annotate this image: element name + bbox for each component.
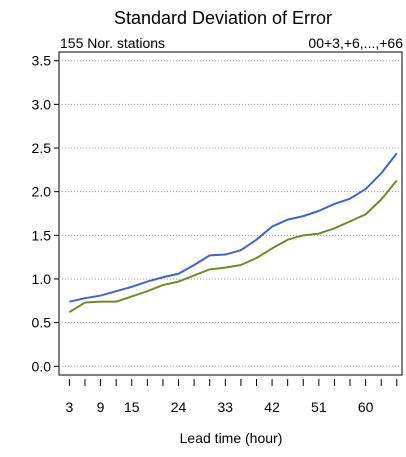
- y-tick-label: 3.0: [32, 96, 52, 112]
- y-tick-label: 3.5: [32, 53, 52, 69]
- x-tick-label: 42: [264, 399, 280, 415]
- y-tick-label: 0.5: [32, 315, 52, 331]
- grid-lines: [59, 60, 402, 367]
- y-tick-label: 0.0: [32, 358, 52, 374]
- x-axis-label: Lead time (hour): [180, 430, 283, 446]
- y-tick-label: 1.0: [32, 271, 52, 287]
- chart-subtitle-left: 155 Nor. stations: [60, 35, 165, 51]
- y-tick-label: 1.5: [32, 227, 52, 243]
- x-axis: 3 9 15 24 33 42 51 60: [65, 379, 398, 415]
- series-lines: [68, 152, 398, 314]
- x-tick-label: 24: [171, 399, 187, 415]
- x-tick-label: 60: [358, 399, 374, 415]
- y-tick-label: 2.0: [32, 184, 52, 200]
- x-tick-label: 33: [218, 399, 234, 415]
- y-axis: 0.0 0.5 1.0 1.5 2.0 2.5 3.0 3.5: [32, 53, 59, 374]
- x-tick-label: 3: [65, 399, 73, 415]
- x-tick-label: 9: [97, 399, 105, 415]
- series-line-2: [68, 179, 398, 314]
- y-tick-label: 2.5: [32, 140, 52, 156]
- x-tick-label: 51: [311, 399, 327, 415]
- x-tick-label: 15: [124, 399, 140, 415]
- plot-frame: [58, 51, 403, 376]
- chart-subtitle-right: 00+3,+6,...,+66: [308, 35, 403, 51]
- series-line-1: [69, 152, 398, 303]
- chart-title: Standard Deviation of Error: [114, 8, 332, 28]
